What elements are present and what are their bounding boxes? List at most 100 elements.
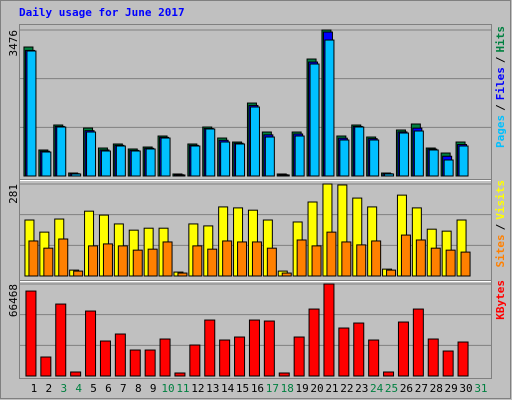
x-tick-label: 9 [150,382,157,395]
bar [102,243,113,277]
x-tick-label: 30 [459,382,472,395]
bar [427,338,439,377]
bar [460,251,471,277]
x-tick-label: 10 [161,382,174,395]
y-tick-label: 281 [7,184,20,204]
bar [369,139,380,177]
bar [400,234,411,277]
bar [41,151,52,177]
legend-entry: Files [494,67,507,100]
x-tick-label: 21 [325,382,338,395]
x-tick-label: 1 [31,382,38,395]
x-tick-label: 16 [251,382,264,395]
x-tick-label: 28 [430,382,443,395]
x-tick-label: 3 [60,382,67,395]
bar [174,372,186,377]
x-tick-label: 24 [370,382,384,395]
bar [445,249,456,277]
bar [117,245,128,277]
bar [430,247,441,277]
bar [58,238,69,277]
bar [130,150,141,177]
bar [25,290,37,377]
bar [324,39,335,177]
bar [249,106,260,177]
bar [263,320,275,377]
bar [100,150,111,177]
bar [175,174,186,177]
bar [190,145,201,177]
x-tick-label: 27 [415,382,428,395]
bar [384,173,395,177]
x-tick-label: 11 [176,382,189,395]
bar [88,245,99,277]
bar [177,272,188,277]
x-tick-label: 19 [296,382,309,395]
legend-entry: Hits [494,26,507,53]
legend: Sites / Visits [494,180,507,268]
bar [132,249,143,277]
bar [294,135,305,177]
legend-separator: / [494,223,507,230]
bar [383,371,395,377]
bar [99,340,111,377]
x-tick-label: 15 [236,382,249,395]
x-tick-label: 25 [385,382,398,395]
bar [219,339,231,377]
bar [40,356,52,377]
bar [428,149,439,177]
bar [326,231,337,277]
legend: Pages / Files / Hits [494,26,507,148]
x-tick-label: 4 [75,382,82,395]
bar [129,349,141,377]
bar [71,173,82,177]
bar [26,50,37,177]
bar [85,310,97,377]
bar [296,239,307,277]
x-tick-label: 31 [474,382,487,395]
bar [73,270,84,277]
bar [147,248,158,277]
bar [293,336,305,377]
y-tick-label: 66468 [7,284,20,317]
x-tick-label: 7 [120,382,127,395]
x-tick-label: 14 [221,382,235,395]
legend-entry: Sites [494,234,507,267]
bar [386,269,397,277]
bar [248,319,260,377]
x-tick-label: 18 [281,382,294,395]
x-tick-label: 29 [445,382,458,395]
bar [457,341,469,377]
bar [354,126,365,177]
legend: KBytes [494,280,507,320]
bar [442,350,454,377]
x-tick-label: 20 [310,382,323,395]
x-tick-label: 5 [90,382,97,395]
bar [339,139,350,177]
bar [220,141,231,177]
bar [309,63,320,177]
legend-entry: Visits [494,180,507,220]
legend-entry: Pages [494,115,507,148]
bar [279,174,290,177]
bar [311,245,322,277]
bar [397,321,409,377]
bar [159,338,171,377]
bar [205,128,216,177]
bar [115,145,126,177]
x-tick-label: 17 [266,382,279,395]
bar [207,248,218,277]
x-tick-label: 23 [355,382,368,395]
bar [266,247,277,277]
plot-frame [19,24,492,379]
bar [443,159,454,177]
bar [398,132,409,177]
chart-title: Daily usage for June 2017 [19,6,185,19]
legend-entry: KBytes [494,280,507,320]
bar [341,241,352,277]
bar [237,241,248,277]
bar [412,308,424,377]
bar [281,272,292,277]
